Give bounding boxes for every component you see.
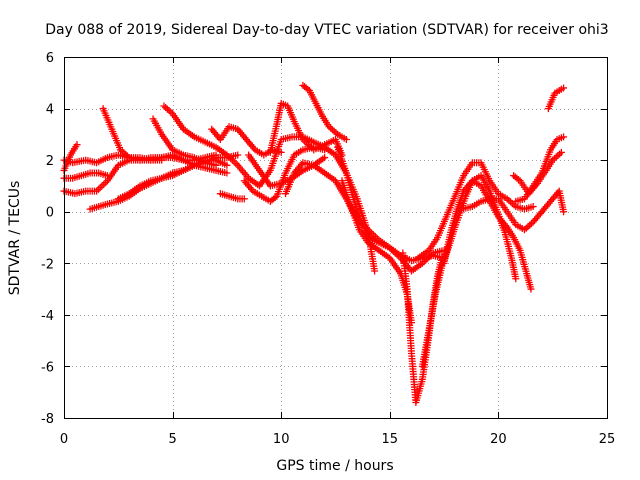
series-track-16 [299, 81, 350, 144]
y-tick-label: -4 [41, 309, 54, 324]
y-tick-label: -6 [41, 360, 54, 375]
data-point [560, 208, 568, 216]
x-tick-label: 5 [168, 432, 176, 447]
x-tick-label: 10 [273, 432, 290, 447]
data-point [527, 285, 535, 293]
data-point [240, 195, 248, 203]
series-track-15 [266, 99, 346, 159]
data-point [234, 151, 242, 159]
series-track-24 [457, 187, 568, 234]
data-point [223, 161, 231, 169]
data-point [512, 275, 520, 283]
data-point [371, 267, 379, 275]
data-point [212, 161, 220, 169]
y-tick-label: -8 [41, 412, 54, 427]
data-point [271, 194, 279, 202]
series-track-10 [216, 190, 248, 203]
series-track-21 [418, 172, 520, 370]
series-track-4 [60, 169, 111, 182]
y-tick-label: 2 [46, 154, 54, 169]
series-track-13 [240, 143, 329, 205]
grid [64, 57, 607, 418]
series-track-26 [512, 133, 568, 205]
series-track-17 [282, 159, 448, 265]
series-track-25 [510, 148, 565, 198]
plot-frame [64, 57, 608, 419]
data-point [529, 203, 537, 211]
y-tick-label: 4 [46, 103, 54, 118]
data-point [103, 172, 111, 180]
series-track-23 [414, 159, 537, 262]
series-track-6 [86, 156, 231, 213]
series-track-22 [440, 177, 535, 293]
y-axis-label: SDTVAR / TECUs [7, 181, 23, 296]
data-point [73, 141, 81, 149]
data-point [560, 84, 568, 92]
y-tick-label: 0 [46, 206, 54, 221]
data-point [342, 136, 350, 144]
series-track-19 [338, 177, 416, 327]
data-point [560, 133, 568, 141]
series-track-8 [149, 115, 220, 169]
x-tick-label: 15 [382, 432, 399, 447]
series-track-5 [99, 105, 166, 164]
data-point [514, 175, 522, 183]
data-point [277, 148, 285, 156]
data-point [158, 156, 166, 164]
data-point [557, 148, 565, 156]
chart-title: Day 088 of 2019, Sidereal Day-to-day VTE… [45, 22, 608, 38]
x-tick-label: 0 [60, 432, 68, 447]
x-tick-label: 25 [599, 432, 616, 447]
x-axis-label: GPS time / hours [276, 458, 393, 474]
data-points [60, 81, 568, 407]
series-track-27 [544, 84, 568, 113]
x-tick-label: 20 [490, 432, 507, 447]
series-track-9 [160, 102, 231, 159]
axis-ticks: 0 5 10 15 20 25 -8 -6 -4 -2 0 2 4 6 [41, 51, 615, 447]
data-point [223, 169, 231, 177]
data-point [321, 154, 329, 162]
y-tick-label: -2 [41, 257, 54, 272]
y-tick-label: 6 [46, 51, 54, 66]
